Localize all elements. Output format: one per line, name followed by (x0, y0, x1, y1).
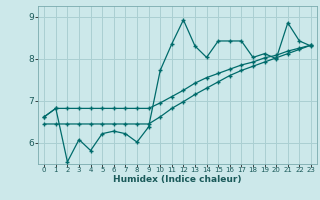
X-axis label: Humidex (Indice chaleur): Humidex (Indice chaleur) (113, 175, 242, 184)
